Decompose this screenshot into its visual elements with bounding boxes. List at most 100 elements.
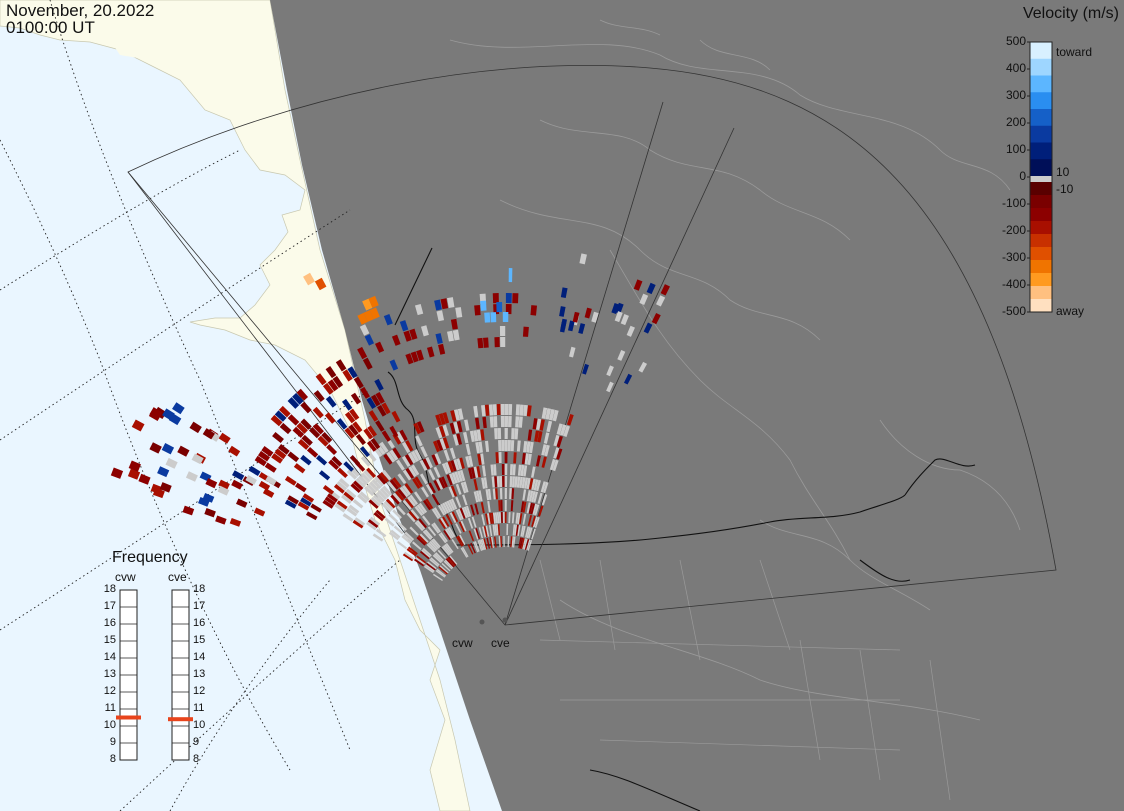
scatter-cell (312, 423, 324, 435)
scatter-cell (529, 441, 534, 454)
scatter-cell (450, 460, 457, 472)
scatter-cell (419, 550, 430, 560)
scatter-cell (404, 551, 415, 560)
scatter-cell (447, 461, 454, 473)
scatter-cell (615, 302, 624, 314)
scatter-cell (404, 531, 415, 541)
scatter-cell (445, 514, 453, 525)
scatter-cell (449, 447, 456, 460)
freq-tick-label: 16 (103, 617, 116, 629)
scatter-cell (441, 463, 449, 475)
scatter-cell (152, 487, 165, 499)
scatter-cell (520, 537, 525, 549)
scatter-cell (440, 517, 448, 528)
time-label: 0100:00 UT (6, 18, 95, 37)
scatter-cell (292, 392, 304, 405)
scatter-cell (455, 483, 462, 495)
scatter-cell (540, 481, 547, 493)
scatter-cell (521, 525, 526, 537)
scatter-cell (149, 442, 162, 454)
scatter-cell (572, 311, 580, 323)
scatter-cell (390, 494, 400, 505)
scatter-cell (264, 462, 277, 473)
scatter-cell (279, 422, 292, 435)
scatter-cell (253, 507, 266, 517)
scatter-cell (492, 512, 496, 524)
scatter-cell (325, 395, 337, 408)
scatter-cell (518, 513, 523, 525)
scatter-cell (248, 465, 261, 477)
velocity-threshold-negative: -10 (1056, 182, 1074, 196)
scatter-cell (410, 351, 419, 363)
velocity-tick-label: 200 (1005, 115, 1026, 129)
scatter-cell (467, 544, 474, 555)
scatter-cell (429, 558, 439, 567)
scatter-cell (578, 323, 586, 334)
scatter-cell (489, 537, 493, 549)
scatter-cell (473, 405, 479, 418)
scatter-cell (476, 466, 481, 478)
scatter-cell (606, 365, 614, 377)
scatter-cell (414, 558, 425, 567)
scatter-cell (468, 455, 474, 467)
freq-tick-label: 14 (193, 651, 206, 663)
scatter-cell (424, 564, 435, 572)
scatter-cell (278, 405, 291, 418)
scatter-cell (473, 541, 479, 553)
scatter-cell (473, 478, 479, 491)
velocity-tick-label: 0 (1019, 169, 1026, 183)
scatter-cell (335, 359, 347, 372)
freq-tick-label: 8 (193, 753, 200, 765)
scatter-cell (482, 526, 487, 538)
scatter-cell (500, 512, 503, 524)
scatter-cell (305, 511, 318, 521)
scatter-cell (407, 546, 418, 555)
scatter-cell (498, 500, 501, 512)
scatter-cell (537, 431, 543, 443)
scatter-cell (508, 268, 513, 283)
scatter-cell (461, 507, 468, 519)
scatter-cell (401, 441, 411, 454)
scatter-cell (504, 404, 509, 416)
scatter-cell (541, 456, 547, 468)
scatter-cell (215, 515, 227, 525)
scatter-cell (397, 488, 407, 499)
freq-tick-label: 15 (193, 634, 206, 646)
scatter-cell (441, 476, 448, 488)
scatter-cell (582, 363, 589, 375)
scatter-cell (493, 464, 497, 476)
scatter-cell (541, 494, 548, 506)
scatter-cell (404, 454, 414, 466)
scatter-cell (411, 464, 420, 476)
colorbar-segment-away (1030, 221, 1052, 235)
scatter-cell (478, 441, 483, 453)
scatter-cell (513, 452, 517, 464)
scatter-cell (480, 502, 485, 514)
colorbar-segment-away (1030, 247, 1052, 261)
scatter-cell (427, 469, 436, 481)
scatter-cell (385, 498, 396, 509)
scatter-cell (462, 494, 468, 506)
scatter-cell (499, 326, 506, 337)
scatter-cell (492, 293, 499, 304)
scatter-cell (420, 446, 428, 458)
scatter-cell (363, 428, 374, 440)
scatter-cell (159, 482, 172, 493)
scatter-cell (517, 512, 521, 524)
scatter-cell (358, 475, 369, 486)
scatter-cell (429, 540, 439, 551)
colorbar-segment-away (1030, 273, 1052, 287)
scatter-cell (402, 469, 412, 481)
scatter-cell (530, 305, 537, 316)
scatter-cell (370, 394, 381, 407)
scatter-cell (416, 519, 426, 530)
scatter-cell (519, 476, 523, 489)
scatter-cell (438, 477, 446, 489)
scatter-cell (372, 533, 384, 542)
scatter-cell (497, 428, 502, 440)
scatter-cell (534, 430, 540, 442)
scatter-cell (418, 502, 428, 514)
scatter-cell (287, 397, 300, 409)
scatter-cell (460, 547, 468, 558)
night-side (270, 0, 1124, 811)
